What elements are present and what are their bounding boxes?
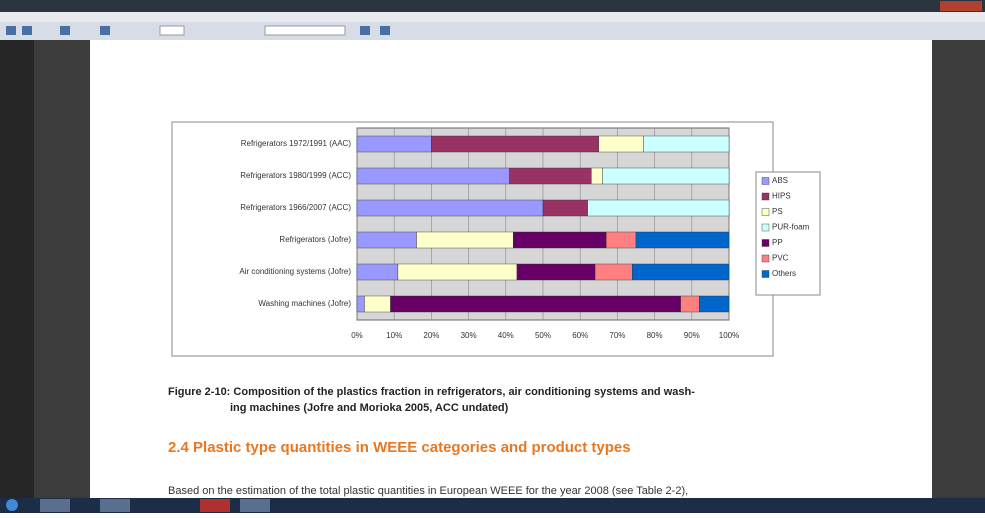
x-tick-label: 70% <box>609 331 625 340</box>
bar-segment <box>431 136 598 152</box>
y-tick-label: Air conditioning systems (Jofre) <box>239 267 351 276</box>
window-buttons[interactable] <box>940 1 982 11</box>
legend-swatch <box>762 209 769 216</box>
bar-segment <box>364 296 390 312</box>
legend-swatch <box>762 240 769 247</box>
bar-segment <box>643 136 729 152</box>
x-tick-label: 40% <box>498 331 514 340</box>
x-tick-label: 50% <box>535 331 551 340</box>
y-tick-label: Refrigerators 1966/2007 (ACC) <box>240 203 351 212</box>
legend-label: PS <box>772 207 783 216</box>
bar-segment <box>357 136 431 152</box>
figure-caption: ing machines (Jofre and Morioka 2005, AC… <box>230 402 509 414</box>
screen: Figure 2-10: Composition of the plastics… <box>0 0 985 513</box>
y-tick-label: Refrigerators (Jofre) <box>279 235 351 244</box>
bar-segment <box>517 264 595 280</box>
x-tick-label: 100% <box>719 331 739 340</box>
bar-segment <box>591 168 602 184</box>
x-tick-label: 60% <box>572 331 588 340</box>
y-tick-label: Refrigerators 1980/1999 (ACC) <box>240 171 351 180</box>
x-tick-label: 10% <box>386 331 402 340</box>
bar-segment <box>543 200 588 216</box>
x-tick-label: 80% <box>647 331 663 340</box>
y-tick-label: Refrigerators 1972/1991 (AAC) <box>241 139 352 148</box>
legend-swatch <box>762 178 769 185</box>
title-bar <box>0 0 985 12</box>
bar-segment <box>606 232 636 248</box>
legend-swatch <box>762 224 769 231</box>
bar-segment <box>595 264 632 280</box>
legend-swatch <box>762 255 769 262</box>
legend-label: HIPS <box>772 192 791 201</box>
legend-label: PP <box>772 238 783 247</box>
legend-label: Others <box>772 269 796 278</box>
y-tick-label: Washing machines (Jofre) <box>258 299 351 308</box>
x-tick-label: 30% <box>461 331 477 340</box>
bar-segment <box>417 232 514 248</box>
bar-segment <box>681 296 700 312</box>
bar-segment <box>699 296 729 312</box>
paragraph: Based on the estimation of the total pla… <box>168 485 688 497</box>
bar-segment <box>357 296 364 312</box>
bar-segment <box>357 232 417 248</box>
legend-label: PVC <box>772 254 789 263</box>
bar-segment <box>599 136 644 152</box>
legend-label: PUR-foam <box>772 223 810 232</box>
section-heading: 2.4 Plastic type quantities in WEEE cate… <box>168 439 631 456</box>
legend-swatch <box>762 271 769 278</box>
bar-segment <box>588 200 729 216</box>
bar-segment <box>398 264 517 280</box>
bar-segment <box>632 264 729 280</box>
bar-segment <box>390 296 680 312</box>
bar-segment <box>357 264 398 280</box>
toolbar <box>0 22 985 40</box>
start-button[interactable] <box>6 499 18 511</box>
x-tick-label: 90% <box>684 331 700 340</box>
bar-segment <box>510 168 592 184</box>
figure-caption: Figure 2-10: Composition of the plastics… <box>168 386 695 398</box>
x-tick-label: 0% <box>351 331 363 340</box>
bar-segment <box>513 232 606 248</box>
side-panel <box>0 40 34 498</box>
bar-segment <box>357 200 543 216</box>
menu-bar <box>0 12 985 22</box>
legend-label: ABS <box>772 176 788 185</box>
taskbar <box>0 498 985 513</box>
bar-segment <box>603 168 729 184</box>
bar-segment <box>636 232 729 248</box>
bar-segment <box>357 168 510 184</box>
x-tick-label: 20% <box>423 331 439 340</box>
legend-swatch <box>762 193 769 200</box>
